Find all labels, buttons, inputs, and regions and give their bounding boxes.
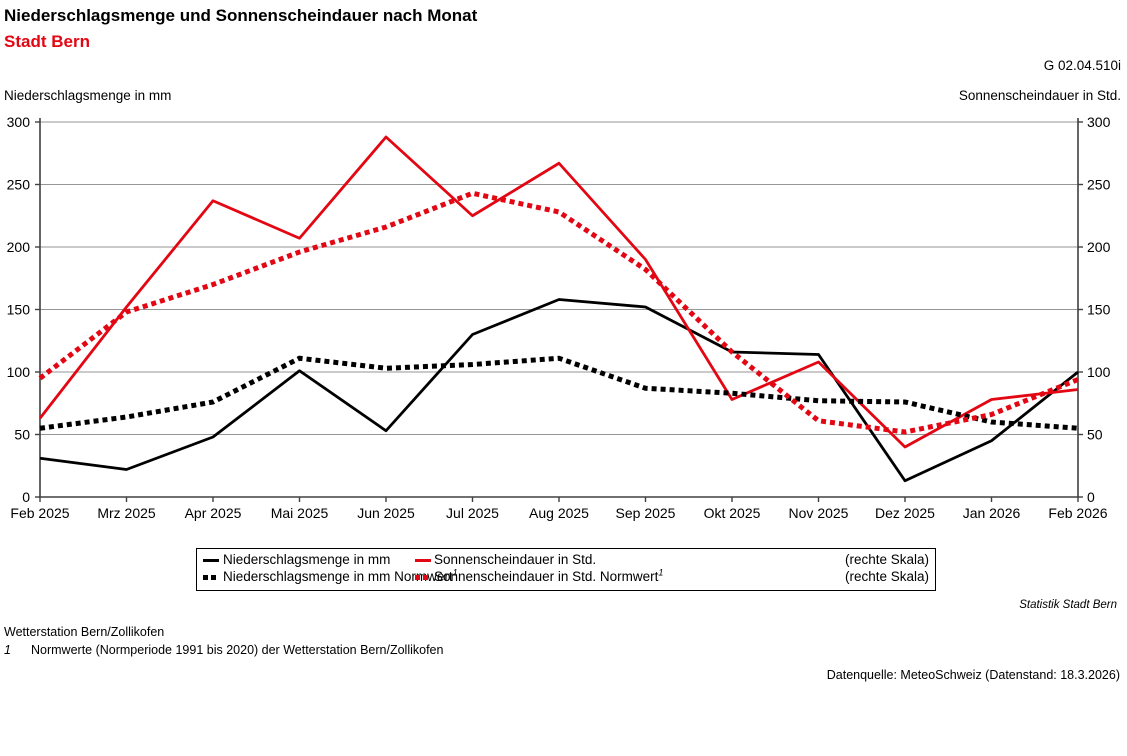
data-source: Datenquelle: MeteoSchweiz (Datenstand: 1… <box>826 668 1120 682</box>
legend-swatch-precipitation-norm-dot <box>203 575 208 580</box>
footnote-marker: 1 <box>4 643 11 657</box>
footnote-text: Normwerte (Normperiode 1991 bis 2020) de… <box>31 643 444 657</box>
left-axis-caption: Niederschlagsmenge in mm <box>4 88 172 103</box>
attribution: Statistik Stadt Bern <box>1019 599 1117 611</box>
x-axis-tick-label: Okt 2025 <box>704 505 761 521</box>
page-title: Niederschlagsmenge und Sonnenscheindauer… <box>4 6 478 25</box>
series-line-2-dotted <box>39 355 1079 431</box>
x-axis-tick-label: Nov 2025 <box>789 505 849 521</box>
footnote-ref: 1 <box>452 567 458 578</box>
footnote-ref: 1 <box>658 567 664 578</box>
left-axis-tick-label: 250 <box>7 177 31 193</box>
page-subtitle: Stadt Bern <box>4 32 90 51</box>
series-line-3-dotted <box>38 190 1079 435</box>
x-axis-tick-label: Feb 2026 <box>1048 505 1107 521</box>
figure-reference: G 02.04.510i <box>1043 58 1121 73</box>
legend-swatch-sunshine-norm-dot <box>423 575 428 580</box>
x-axis-tick-label: Dez 2025 <box>875 505 935 521</box>
x-axis-tick-label: Mai 2025 <box>271 505 329 521</box>
left-axis-tick-label: 200 <box>7 239 31 255</box>
legend-label-sunshine: Sonnenscheindauer in Std. <box>434 552 597 567</box>
legend-label-sunshine-norm: Sonnenscheindauer in Std. Normwert1 <box>434 567 664 584</box>
left-axis-tick-label: 150 <box>7 302 31 318</box>
legend-note-right-scale-1: (rechte Skala) <box>844 552 929 567</box>
legend-swatch-sunshine-line <box>415 559 431 562</box>
left-axis-tick-label: 0 <box>22 489 30 505</box>
x-axis-tick-label: Aug 2025 <box>529 505 589 521</box>
x-axis-tick-label: Jun 2025 <box>357 505 415 521</box>
right-axis-tick-label: 100 <box>1087 364 1111 380</box>
legend-label-precipitation-norm: Niederschlagsmenge in mm Normwert1 <box>223 567 458 584</box>
right-axis-tick-label: 0 <box>1087 489 1095 505</box>
x-axis-tick-label: Jan 2026 <box>963 505 1021 521</box>
x-axis-tick-label: Jul 2025 <box>446 505 499 521</box>
right-axis-tick-label: 300 <box>1087 114 1111 130</box>
series-line-0-solid <box>39 298 1079 483</box>
legend-swatch-precipitation-norm-dot <box>211 575 216 580</box>
legend-row-norm: Niederschlagsmenge in mm Normwert1 Sonne… <box>197 567 935 586</box>
legend-note-right-scale-2: (rechte Skala) <box>844 569 929 584</box>
right-axis-tick-label: 250 <box>1087 177 1111 193</box>
x-axis-tick-label: Apr 2025 <box>185 505 242 521</box>
left-axis-tick-label: 100 <box>7 364 31 380</box>
x-axis-tick-label: Sep 2025 <box>616 505 676 521</box>
series-line-1-solid <box>38 135 1079 449</box>
legend-row-solid: Niederschlagsmenge in mm Sonnenscheindau… <box>197 552 935 569</box>
x-axis-tick-label: Mrz 2025 <box>97 505 156 521</box>
chart-legend: Niederschlagsmenge in mm Sonnenscheindau… <box>196 548 936 591</box>
right-axis-tick-label: 150 <box>1087 302 1111 318</box>
right-axis-tick-label: 50 <box>1087 427 1103 443</box>
right-axis-caption: Sonnenscheindauer in Std. <box>958 88 1121 103</box>
legend-swatch-precipitation-line <box>203 559 219 562</box>
left-axis-tick-label: 300 <box>7 114 31 130</box>
legend-swatch-sunshine-norm-dot <box>415 575 420 580</box>
station-note: Wetterstation Bern/Zollikofen <box>4 625 165 639</box>
x-axis-tick-label: Feb 2025 <box>10 505 69 521</box>
line-chart: 0 0 50 50 100 100 150 150 200 200 250 250 300 300 Feb … <box>7 114 1111 521</box>
right-axis-tick-label: 200 <box>1087 239 1111 255</box>
left-axis-tick-label: 50 <box>14 427 30 443</box>
legend-label-precipitation: Niederschlagsmenge in mm <box>223 552 391 567</box>
